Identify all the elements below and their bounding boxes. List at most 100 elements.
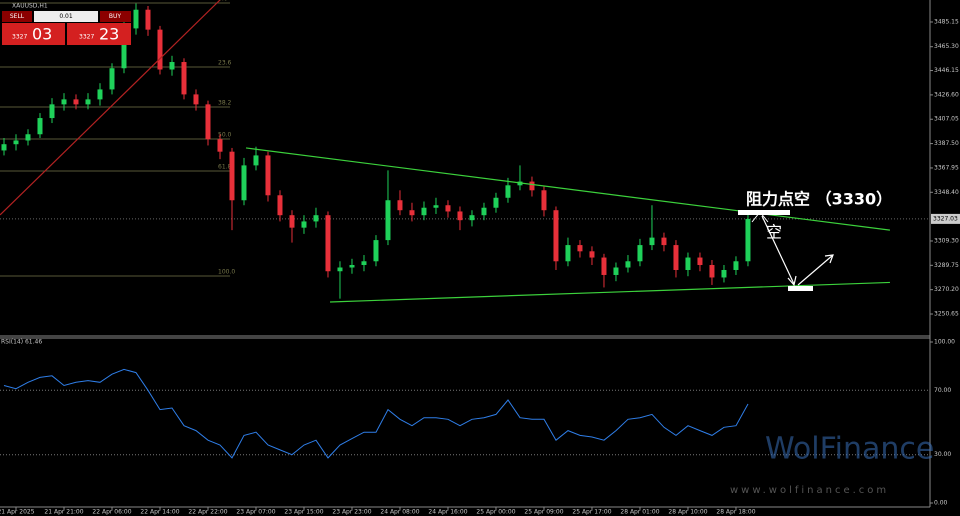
- candle-body: [709, 265, 715, 278]
- y-tick-label: 0.00: [934, 500, 948, 507]
- y-tick-label: 70.00: [934, 387, 951, 394]
- candle-body: [85, 99, 91, 105]
- ask-main: 3327: [79, 34, 94, 41]
- candle-body: [1, 144, 7, 151]
- down-arrow: [761, 215, 795, 285]
- x-tick-label: 25 Apr 09:00: [524, 509, 563, 516]
- candle-body: [289, 215, 295, 228]
- candle-body: [325, 215, 331, 272]
- resistance-marker: [738, 210, 790, 215]
- fib-label: 38.2: [218, 99, 232, 106]
- candle-body: [25, 134, 31, 141]
- candle-body: [505, 185, 511, 198]
- candle-body: [169, 62, 175, 70]
- x-tick-label: 22 Apr 06:00: [92, 509, 131, 516]
- candle-body: [145, 9, 151, 30]
- y-tick-label: 100.00: [934, 339, 955, 346]
- x-tick-label: 28 Apr 18:00: [716, 509, 755, 516]
- x-tick-label: 21 Apr 2025: [0, 509, 35, 516]
- candle-body: [49, 104, 55, 119]
- rsi-line: [3, 368, 749, 459]
- bid-main: 3327: [12, 34, 27, 41]
- x-tick-label: 23 Apr 15:00: [284, 509, 323, 516]
- candle-body: [445, 205, 451, 212]
- candle-body: [193, 94, 199, 105]
- x-tick-label: 24 Apr 16:00: [428, 509, 467, 516]
- candle-body: [373, 240, 379, 262]
- y-tick-label: 3446.15: [934, 67, 959, 74]
- candle-body: [37, 118, 43, 135]
- candle-body: [421, 207, 427, 216]
- candle-body: [577, 245, 583, 252]
- current-price-box: [931, 213, 960, 224]
- candle-body: [133, 9, 139, 29]
- candle-body: [493, 197, 499, 208]
- sell-label: SELL: [10, 13, 25, 20]
- candle-body: [241, 165, 247, 201]
- candle-body: [109, 68, 115, 90]
- candle-body: [649, 237, 655, 246]
- sell-button[interactable]: [2, 11, 32, 22]
- candle-body: [229, 151, 235, 201]
- candle-body: [157, 29, 163, 70]
- y-tick-label: 3309.30: [934, 237, 959, 244]
- x-tick-label: 23 Apr 23:00: [332, 509, 371, 516]
- up-arrow: [797, 254, 834, 286]
- ask-pips: 23: [99, 25, 119, 44]
- rsi-title: RSI(14) 61.46: [1, 339, 42, 346]
- x-tick-label: 28 Apr 01:00: [620, 509, 659, 516]
- candle-body: [625, 261, 631, 268]
- up-arrow-head: [824, 254, 834, 264]
- x-tick-label: 24 Apr 08:00: [380, 509, 419, 516]
- watermark-brand: WolFinance: [765, 432, 934, 467]
- candle-body: [433, 205, 439, 208]
- y-tick-label: 3250.65: [934, 311, 959, 318]
- peak-sketch: [751, 211, 769, 223]
- buy-button[interactable]: [100, 11, 131, 22]
- candle-body: [265, 155, 271, 196]
- candle-body: [685, 257, 691, 270]
- ask-box[interactable]: [67, 23, 131, 45]
- candle-body: [481, 207, 487, 216]
- bid-box[interactable]: [2, 23, 65, 45]
- lot-value: 0.01: [59, 13, 73, 20]
- y-tick-label: 3367.95: [934, 164, 959, 171]
- candle-body: [337, 267, 343, 272]
- candle-body: [673, 245, 679, 270]
- y-tick-label: 3289.75: [934, 262, 959, 269]
- trendline: [0, 0, 221, 216]
- candle-body: [745, 218, 751, 262]
- annotation-text: 阻力点空 （3330）: [746, 190, 892, 209]
- candle-body: [721, 269, 727, 278]
- candle-body: [385, 200, 391, 241]
- lot-input[interactable]: [34, 11, 98, 22]
- candle-body: [13, 140, 19, 145]
- fib-label: 50.0: [218, 131, 232, 138]
- candle-body: [409, 210, 415, 216]
- candle-body: [301, 221, 307, 228]
- candle-body: [349, 265, 355, 268]
- x-tick-label: 25 Apr 00:00: [476, 509, 515, 516]
- bid-pips: 03: [32, 25, 52, 44]
- y-tick-label: 3270.20: [934, 286, 959, 293]
- down-arrow-head: [787, 275, 797, 287]
- candle-body: [397, 200, 403, 211]
- candle-body: [205, 104, 211, 140]
- y-tick-label: 3387.50: [934, 140, 959, 147]
- candle-body: [121, 28, 127, 69]
- candle-body: [553, 210, 559, 262]
- fib-label: 100.0: [218, 268, 235, 275]
- trendline: [330, 281, 890, 303]
- candle-body: [361, 261, 367, 266]
- candle-body: [541, 190, 547, 211]
- y-tick-label: 3348.40: [934, 189, 959, 196]
- current-price-label: 3327.03: [933, 215, 958, 222]
- x-tick-label: 23 Apr 07:00: [236, 509, 275, 516]
- annotation-text: 空: [766, 223, 782, 242]
- candle-body: [73, 99, 79, 105]
- candle-body: [313, 215, 319, 222]
- fib-label: 23.6: [218, 60, 232, 67]
